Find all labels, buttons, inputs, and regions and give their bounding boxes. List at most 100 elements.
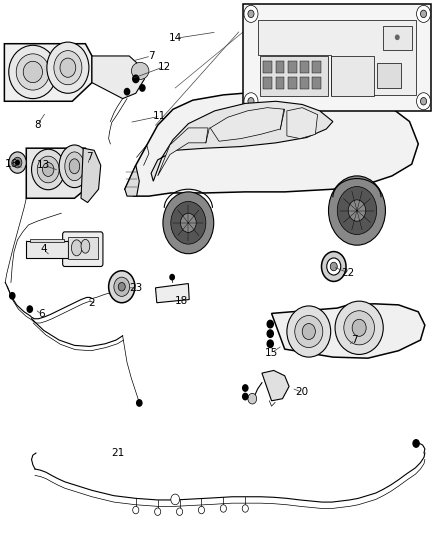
Bar (243, 4, 431, 111)
Ellipse shape (248, 98, 254, 105)
Bar (331, 56, 374, 96)
Text: 21: 21 (112, 448, 125, 458)
Ellipse shape (155, 508, 161, 515)
Text: 23: 23 (129, 283, 142, 293)
Ellipse shape (344, 311, 374, 345)
Ellipse shape (32, 149, 65, 190)
Circle shape (243, 385, 248, 391)
Ellipse shape (133, 506, 139, 514)
Circle shape (10, 293, 15, 299)
Polygon shape (287, 108, 318, 139)
Ellipse shape (248, 393, 257, 404)
Polygon shape (125, 92, 418, 196)
Polygon shape (81, 148, 101, 203)
Polygon shape (158, 128, 208, 176)
Polygon shape (210, 108, 285, 141)
Bar (383, 26, 412, 50)
FancyBboxPatch shape (63, 232, 103, 266)
Ellipse shape (81, 239, 90, 253)
Ellipse shape (69, 159, 80, 174)
Ellipse shape (352, 319, 366, 336)
Bar (300, 77, 309, 89)
Bar (276, 61, 284, 73)
Polygon shape (125, 165, 139, 196)
Circle shape (133, 75, 139, 83)
Ellipse shape (60, 58, 76, 77)
Ellipse shape (16, 54, 49, 90)
Ellipse shape (244, 5, 258, 22)
Text: 4: 4 (40, 245, 47, 254)
Text: 13: 13 (37, 160, 50, 170)
Bar (260, 56, 328, 96)
Polygon shape (26, 148, 92, 198)
Text: 7: 7 (86, 152, 93, 162)
Ellipse shape (417, 93, 431, 110)
Ellipse shape (54, 51, 82, 85)
Bar (276, 77, 284, 89)
Ellipse shape (248, 10, 254, 18)
Bar (263, 61, 272, 73)
Text: 20: 20 (296, 387, 309, 397)
Polygon shape (151, 101, 333, 181)
Ellipse shape (114, 277, 130, 296)
Circle shape (16, 160, 19, 165)
Bar (30, 239, 64, 242)
Text: 12: 12 (158, 62, 171, 71)
Ellipse shape (42, 163, 54, 176)
Bar (300, 61, 309, 73)
Bar (68, 237, 98, 259)
Circle shape (243, 393, 248, 400)
Ellipse shape (9, 152, 26, 173)
Ellipse shape (109, 271, 135, 303)
Circle shape (124, 88, 130, 95)
Text: 16: 16 (4, 159, 18, 169)
Ellipse shape (337, 187, 377, 235)
Ellipse shape (327, 258, 341, 275)
Polygon shape (258, 20, 416, 95)
Bar (288, 77, 297, 89)
Ellipse shape (13, 157, 22, 168)
Ellipse shape (328, 176, 385, 245)
Text: 14: 14 (169, 34, 182, 43)
Ellipse shape (321, 252, 346, 281)
Bar (377, 63, 401, 88)
Ellipse shape (417, 5, 431, 22)
Ellipse shape (118, 282, 125, 291)
Text: 18: 18 (175, 296, 188, 306)
Ellipse shape (163, 192, 214, 254)
Text: 11: 11 (153, 111, 166, 121)
Text: 22: 22 (342, 268, 355, 278)
Circle shape (267, 330, 273, 337)
Ellipse shape (177, 508, 183, 515)
Ellipse shape (171, 494, 180, 505)
Ellipse shape (9, 45, 57, 99)
Circle shape (396, 35, 399, 39)
Ellipse shape (335, 301, 383, 354)
Polygon shape (92, 56, 145, 99)
Bar (312, 61, 321, 73)
Circle shape (413, 440, 419, 447)
Polygon shape (4, 44, 92, 101)
Text: 7: 7 (351, 335, 358, 345)
Ellipse shape (302, 324, 315, 340)
Ellipse shape (295, 316, 323, 348)
Polygon shape (155, 284, 189, 303)
Ellipse shape (330, 262, 337, 271)
Ellipse shape (220, 505, 226, 512)
Ellipse shape (180, 213, 196, 232)
Circle shape (267, 320, 273, 328)
Circle shape (170, 274, 174, 280)
Circle shape (267, 340, 273, 348)
Ellipse shape (348, 200, 366, 221)
Circle shape (137, 400, 142, 406)
Ellipse shape (420, 98, 427, 105)
Polygon shape (262, 370, 289, 401)
Ellipse shape (59, 145, 90, 188)
Ellipse shape (242, 505, 248, 512)
Bar (263, 77, 272, 89)
Bar (288, 61, 297, 73)
Circle shape (140, 85, 145, 91)
Ellipse shape (131, 62, 149, 79)
Ellipse shape (287, 306, 331, 357)
Text: 15: 15 (265, 348, 278, 358)
